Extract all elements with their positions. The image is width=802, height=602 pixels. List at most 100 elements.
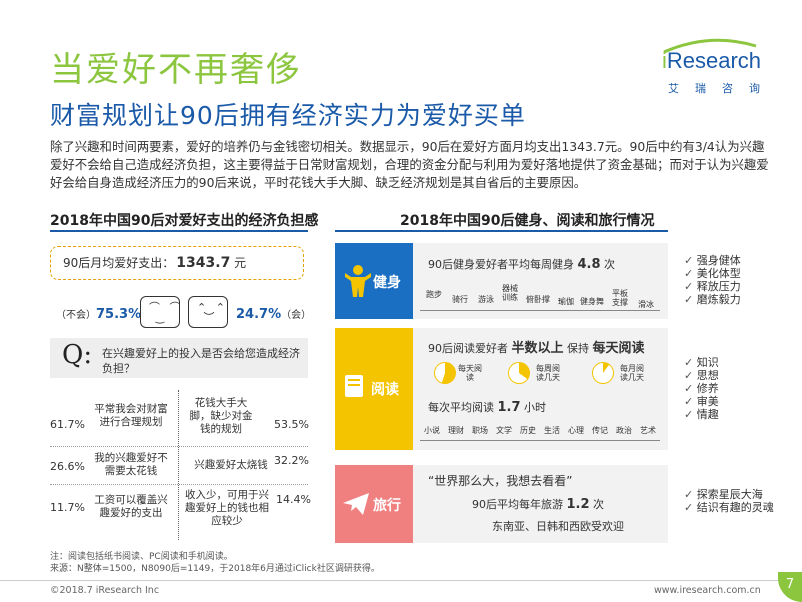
monthly-spend-label: 90后月均爱好支出： <box>63 256 175 270</box>
website-link[interactable]: www.iresearch.com.cn <box>654 585 761 596</box>
reading-pie-label: 每月阅读几天 <box>620 364 644 382</box>
reading-avg-prefix: 每次平均阅读 <box>428 401 494 414</box>
reading-label: 阅读 <box>371 382 399 398</box>
reading-genre: 小说 <box>424 426 440 435</box>
reading-prefix: 90后阅读爱好者 <box>428 342 508 355</box>
reason-right-pct: 53.5% <box>274 418 309 431</box>
logo-name: Research <box>666 48 762 73</box>
burden-label: （会） <box>281 310 312 321</box>
travel-panel-icon: 旅行 <box>335 465 413 543</box>
reading-avg-value: 1.7 <box>497 400 521 415</box>
fitness-activity: 平板支撑 <box>612 289 628 307</box>
reading-line: 90后阅读爱好者 半数以上 保持 每天阅读 <box>428 337 645 356</box>
reading-panel <box>413 328 668 450</box>
reading-mid: 保持 <box>567 342 590 355</box>
smile-face-icon: ⌒ ⌒ ‿ <box>140 296 181 328</box>
fitness-panel-icon: 健身 <box>335 243 413 319</box>
fitness-activity: 骑行 <box>452 295 468 304</box>
reading-pie <box>508 362 530 384</box>
monthly-spend-box: 90后月均爱好支出： 1343.7 元 <box>50 246 304 280</box>
footer-divider <box>0 580 802 581</box>
benefit-item: 情趣 <box>684 408 719 421</box>
note-line: 注：阅读包括纸书阅读、PC阅读和手机阅读。 <box>50 552 233 562</box>
reading-emph-1: 半数以上 <box>511 341 564 356</box>
left-divider <box>50 230 308 232</box>
travel-quote: “世界那么大，我想去看看” <box>428 474 573 488</box>
reason-right-text: 花钱大手大脚，缺少对金钱的规划 <box>189 397 253 435</box>
row-divider <box>50 446 308 447</box>
fitness-benefits: 强身健体 美化体型 释放压力 磨炼毅力 <box>684 254 741 306</box>
reading-genre: 传记 <box>592 426 608 435</box>
reading-pie-label: 每周阅读几天 <box>536 364 560 382</box>
reading-genre: 艺术 <box>640 426 656 435</box>
benefit-item: 美化体型 <box>684 267 741 280</box>
fitness-activity: 健身舞 <box>580 297 604 306</box>
reading-pie <box>592 362 614 384</box>
reading-avg-line: 每次平均阅读 1.7 小时 <box>428 399 546 415</box>
source-notes: 注：阅读包括纸书阅读、PC阅读和手机阅读。 来源：N整体=1500，N8090后… <box>50 551 380 575</box>
fitness-activity: 跑步 <box>426 290 442 299</box>
logo-swoosh-icon <box>663 38 757 54</box>
benefit-item: 修养 <box>684 382 719 395</box>
reading-benefits: 知识 思想 修养 审美 情趣 <box>684 356 719 421</box>
airplane-icon <box>343 493 369 515</box>
sad-face-icon: ⌃ ⌃ ︶ <box>188 296 228 328</box>
page-title: 当爱好不再奢侈 <box>50 50 302 90</box>
reason-right-pct: 14.4% <box>276 493 311 506</box>
reading-genre: 政治 <box>616 426 632 435</box>
copyright: ©2018.7 iResearch Inc <box>50 585 160 596</box>
brand-logo: iResearch <box>662 48 761 74</box>
reason-divider <box>178 390 179 540</box>
logo-cn: 艾瑞咨询 <box>668 82 776 95</box>
page-number: 7 <box>778 572 802 602</box>
reason-left-pct: 26.6% <box>50 460 85 473</box>
right-divider <box>335 230 668 232</box>
no-burden-label: （不会） <box>56 310 96 321</box>
reading-genre: 理财 <box>448 426 464 435</box>
travel-label: 旅行 <box>373 498 401 514</box>
page-subtitle: 财富规划让90后拥有经济实力为爱好买单 <box>50 101 526 130</box>
benefit-item: 审美 <box>684 395 719 408</box>
benefit-item: 结识有趣的灵魂 <box>684 501 774 514</box>
fitness-panel <box>413 243 668 319</box>
book-icon <box>345 375 363 397</box>
question-text: 在兴趣爱好上的投入是否会给您造成经济负担？ <box>102 347 300 375</box>
benefit-item: 知识 <box>684 356 719 369</box>
reason-left-pct: 61.7% <box>50 418 85 431</box>
burden-pct: 24.7% <box>236 307 282 322</box>
reading-avg-unit: 小时 <box>524 401 547 414</box>
reading-panel-icon: 阅读 <box>335 328 413 450</box>
fitness-prefix: 90后健身爱好者平均每周健身 <box>428 258 574 271</box>
reading-genre: 心理 <box>568 426 584 435</box>
fitness-activity: 器械训练 <box>502 284 518 302</box>
travel-prefix: 90后平均每年旅游 <box>472 498 563 511</box>
benefit-item: 探索星辰大海 <box>684 488 774 501</box>
reason-left-text: 工资可以覆盖兴趣爱好的支出 <box>94 494 168 519</box>
monthly-spend-unit: 元 <box>234 256 247 270</box>
reason-right-text: 兴趣爱好太烧钱 <box>194 459 268 471</box>
benefit-item: 思想 <box>684 369 719 382</box>
fitness-value: 4.8 <box>577 257 601 272</box>
reading-pie <box>434 362 456 384</box>
fitness-activity: 滑冰 <box>638 300 654 309</box>
fitness-line: 90后健身爱好者平均每周健身 4.8 次 <box>428 256 615 272</box>
right-section-title: 2018年中国90后健身、阅读和旅行情况 <box>400 213 655 229</box>
travel-benefits: 探索星辰大海 结识有趣的灵魂 <box>684 488 774 514</box>
fitness-activity: 瑜伽 <box>558 297 574 306</box>
question-bar <box>50 338 308 378</box>
travel-panel <box>413 465 668 543</box>
reason-right-text: 收入少，可用于兴趣爱好上的钱也相应较少 <box>185 489 269 527</box>
reading-genre: 生活 <box>544 426 560 435</box>
reading-pie-label: 每天阅读 <box>458 364 482 382</box>
reading-genre: 历史 <box>520 426 536 435</box>
fitness-unit: 次 <box>604 258 616 271</box>
reading-emph-2: 每天阅读 <box>592 341 645 356</box>
fitness-scale <box>420 310 660 311</box>
benefit-item: 强身健体 <box>684 254 741 267</box>
intro-paragraph: 除了兴趣和时间两要素，爱好的培养仍与金钱密切相关。数据显示，90后在爱好方面月均… <box>50 139 769 190</box>
left-section-title: 2018年中国90后对爱好支出的经济负担感 <box>50 213 319 229</box>
fitness-label: 健身 <box>373 275 401 291</box>
travel-value: 1.2 <box>566 497 590 512</box>
reading-scale <box>420 440 660 441</box>
question-mark: Q: <box>62 340 93 370</box>
